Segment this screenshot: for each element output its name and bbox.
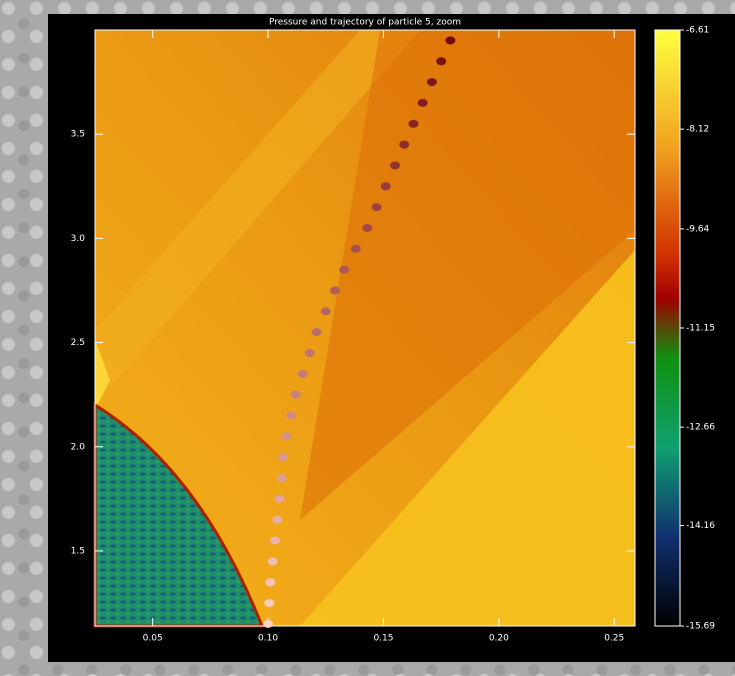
trajectory-point bbox=[304, 349, 315, 358]
colorbar-tick-label: -11.15 bbox=[686, 324, 715, 334]
chart-title: Pressure and trajectory of particle 5, z… bbox=[269, 18, 461, 28]
y-tick-label: 1.5 bbox=[71, 546, 85, 556]
colorbar-tick-label: -6.61 bbox=[686, 26, 709, 36]
trajectory-point bbox=[399, 140, 410, 149]
trajectory-point bbox=[445, 36, 456, 45]
trajectory-point bbox=[281, 432, 292, 441]
trajectory-point bbox=[436, 57, 447, 66]
colorbar-tick-label: -8.12 bbox=[686, 125, 709, 135]
trajectory-point bbox=[380, 182, 391, 191]
trajectory-point bbox=[272, 515, 283, 524]
y-tick-label: 3.5 bbox=[71, 130, 85, 140]
trajectory-point bbox=[276, 474, 287, 483]
trajectory-point bbox=[350, 244, 361, 253]
trajectory-point bbox=[274, 494, 285, 503]
trajectory-point bbox=[270, 536, 280, 545]
colorbar-tick-label: -9.64 bbox=[686, 224, 710, 234]
trajectory-point bbox=[267, 557, 278, 566]
x-tick-label: 0.25 bbox=[604, 634, 624, 644]
trajectory-point bbox=[362, 223, 373, 232]
y-tick-label: 3.0 bbox=[71, 234, 86, 244]
trajectory-point bbox=[320, 307, 331, 316]
y-tick-label: 2.0 bbox=[71, 442, 86, 452]
trajectory-point bbox=[297, 369, 308, 378]
trajectory-point bbox=[263, 619, 274, 628]
colorbar-tick-label: -14.16 bbox=[686, 521, 715, 531]
trajectory-point bbox=[290, 390, 301, 399]
trajectory-point bbox=[339, 265, 350, 274]
y-tick-label: 2.5 bbox=[71, 338, 85, 348]
frame bbox=[94, 29, 636, 627]
colorbar bbox=[654, 29, 681, 627]
trajectory-point bbox=[408, 119, 419, 128]
x-tick-label: 0.05 bbox=[143, 634, 163, 644]
trajectory-point bbox=[371, 203, 382, 212]
trajectory-point bbox=[417, 98, 428, 107]
trajectory-point bbox=[426, 78, 437, 87]
trajectory-point bbox=[264, 599, 275, 608]
trajectory-point bbox=[390, 161, 400, 170]
x-tick-label: 0.10 bbox=[258, 634, 278, 644]
trajectory-point bbox=[311, 328, 322, 337]
trajectory-point bbox=[278, 453, 289, 462]
pressure-field bbox=[93, 30, 635, 628]
colorbar-tick-label: -15.69 bbox=[686, 622, 715, 632]
trajectory-point bbox=[286, 411, 297, 420]
trajectory-point bbox=[265, 578, 276, 587]
trajectory-point bbox=[330, 286, 340, 295]
colorbar-tick-label: -12.66 bbox=[686, 423, 715, 433]
x-tick-label: 0.15 bbox=[373, 634, 393, 644]
x-tick-label: 0.20 bbox=[489, 634, 509, 644]
